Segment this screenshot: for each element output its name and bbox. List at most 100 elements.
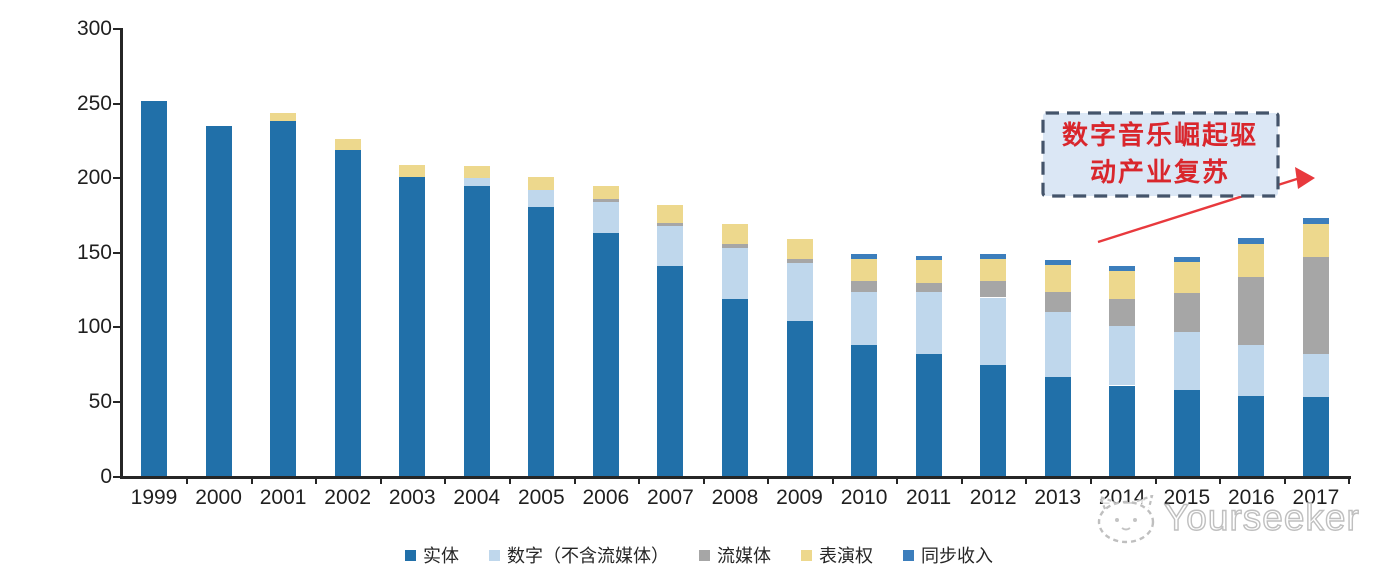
bar-segment-2006 <box>592 185 619 200</box>
y-axis-label: 200 <box>76 166 112 190</box>
bar-segment-2014 <box>1109 298 1136 326</box>
bar-segment-2012 <box>980 297 1007 365</box>
legend-label: 实体 <box>423 546 459 566</box>
legend-item: 数字（不含流媒体） <box>489 542 669 568</box>
x-axis-tick <box>1154 478 1157 484</box>
bar-segment-2015 <box>1173 261 1200 293</box>
x-axis-tick <box>250 478 253 484</box>
bar-segment-2013 <box>1044 260 1071 265</box>
bar-segment-2013 <box>1044 264 1071 292</box>
legend-item: 表演权 <box>801 542 873 568</box>
x-axis-label: 2007 <box>647 486 694 509</box>
x-axis-label: 2015 <box>1163 486 1211 509</box>
y-axis-tick <box>113 28 121 30</box>
x-axis-tick <box>702 478 705 484</box>
legend-swatch <box>489 549 500 561</box>
bar-segment-2010 <box>851 254 878 259</box>
y-axis-label: 300 <box>76 17 112 40</box>
x-axis-tick <box>638 478 641 484</box>
bar-segment-2011 <box>915 282 942 292</box>
bar-segment-2008 <box>721 248 748 299</box>
bar-segment-2003 <box>399 176 426 477</box>
bar-segment-2011 <box>915 255 942 261</box>
x-axis-tick <box>573 478 576 484</box>
bar-segment-2007 <box>657 225 684 267</box>
x-axis-label: 2003 <box>388 486 436 509</box>
x-axis-label: 2005 <box>517 486 565 509</box>
bar-segment-2002 <box>334 149 361 477</box>
x-axis-tick <box>509 478 511 484</box>
bar-segment-2012 <box>980 281 1007 298</box>
y-axis-label: 100 <box>76 315 112 339</box>
bar-segment-2010 <box>851 258 878 282</box>
bar-segment-2008 <box>721 243 748 249</box>
x-axis-tick <box>186 478 189 484</box>
x-axis-label: 2012 <box>969 486 1017 509</box>
legend-item: 同步收入 <box>903 542 993 568</box>
legend-item: 流媒体 <box>699 542 771 568</box>
x-axis-label: 2000 <box>195 486 242 509</box>
x-axis-tick <box>1089 478 1092 484</box>
y-axis-label: 50 <box>88 389 112 413</box>
bar-segment-2016 <box>1238 237 1265 244</box>
x-axis-tick <box>444 478 447 484</box>
bar-segment-2012 <box>980 254 1007 259</box>
bar-segment-2015 <box>1173 331 1200 390</box>
bar-segment-2006 <box>592 202 619 234</box>
annotation-text-line1: 数字音乐崛起驱 <box>1061 121 1258 150</box>
x-axis-label: 2002 <box>324 486 371 509</box>
legend-label: 数字（不含流媒体） <box>507 546 669 566</box>
y-axis-tick <box>113 177 121 180</box>
x-axis-label: 2011 <box>906 486 952 509</box>
y-axis-tick <box>113 251 121 254</box>
bar-segment-2009 <box>786 258 813 264</box>
bar-segment-2016 <box>1238 345 1265 396</box>
bar-segment-2009 <box>786 263 813 322</box>
bar-segment-2008 <box>721 298 748 477</box>
y-axis-label: 150 <box>76 240 112 264</box>
x-axis-tick <box>1025 478 1028 484</box>
bar-segment-2015 <box>1173 257 1200 262</box>
legend-item: 实体 <box>405 542 459 568</box>
bar-segment-2014 <box>1109 270 1136 299</box>
bar-segment-2015 <box>1173 389 1200 477</box>
x-axis-tick <box>1348 478 1351 484</box>
y-axis-tick <box>113 400 121 403</box>
x-axis-tick <box>1219 478 1222 484</box>
x-axis-label: 2001 <box>259 486 307 509</box>
y-axis-tick <box>113 475 121 478</box>
x-axis-tick <box>960 478 963 484</box>
bar-segment-2009 <box>786 239 813 259</box>
bar-segment-2011 <box>915 291 942 355</box>
bar-segment-2004 <box>463 166 490 179</box>
bar-segment-2015 <box>1173 293 1200 332</box>
bar-segment-2004 <box>463 185 490 477</box>
bar-segment-2017 <box>1302 397 1329 477</box>
bar-segment-2013 <box>1044 291 1071 313</box>
bar-segment-2016 <box>1238 276 1265 346</box>
x-axis-label: 2010 <box>840 486 888 509</box>
x-axis-tick <box>379 478 382 484</box>
legend-swatch <box>801 549 812 561</box>
y-axis-label: 250 <box>76 91 112 115</box>
bar-segment-2005 <box>528 206 555 477</box>
bar-segment-2006 <box>592 199 619 203</box>
x-axis-tick <box>896 478 899 484</box>
bar-segment-2017 <box>1302 224 1329 258</box>
y-axis-line <box>120 28 123 478</box>
bar-segment-2013 <box>1044 312 1071 377</box>
legend-label: 流媒体 <box>717 546 771 566</box>
legend-label: 同步收入 <box>921 546 993 566</box>
bar-segment-2007 <box>657 222 684 226</box>
bar-segment-2007 <box>657 205 684 223</box>
cat-logo-icon <box>1097 495 1155 544</box>
x-axis-label: 1999 <box>130 486 178 509</box>
bar-segment-2017 <box>1302 354 1329 398</box>
x-axis-label: 2013 <box>1034 486 1082 509</box>
bar-segment-2012 <box>980 258 1007 282</box>
x-axis-label: 2009 <box>776 486 823 509</box>
bar-segment-2005 <box>528 190 555 207</box>
bar-segment-2010 <box>851 345 878 477</box>
legend-swatch <box>405 549 416 561</box>
